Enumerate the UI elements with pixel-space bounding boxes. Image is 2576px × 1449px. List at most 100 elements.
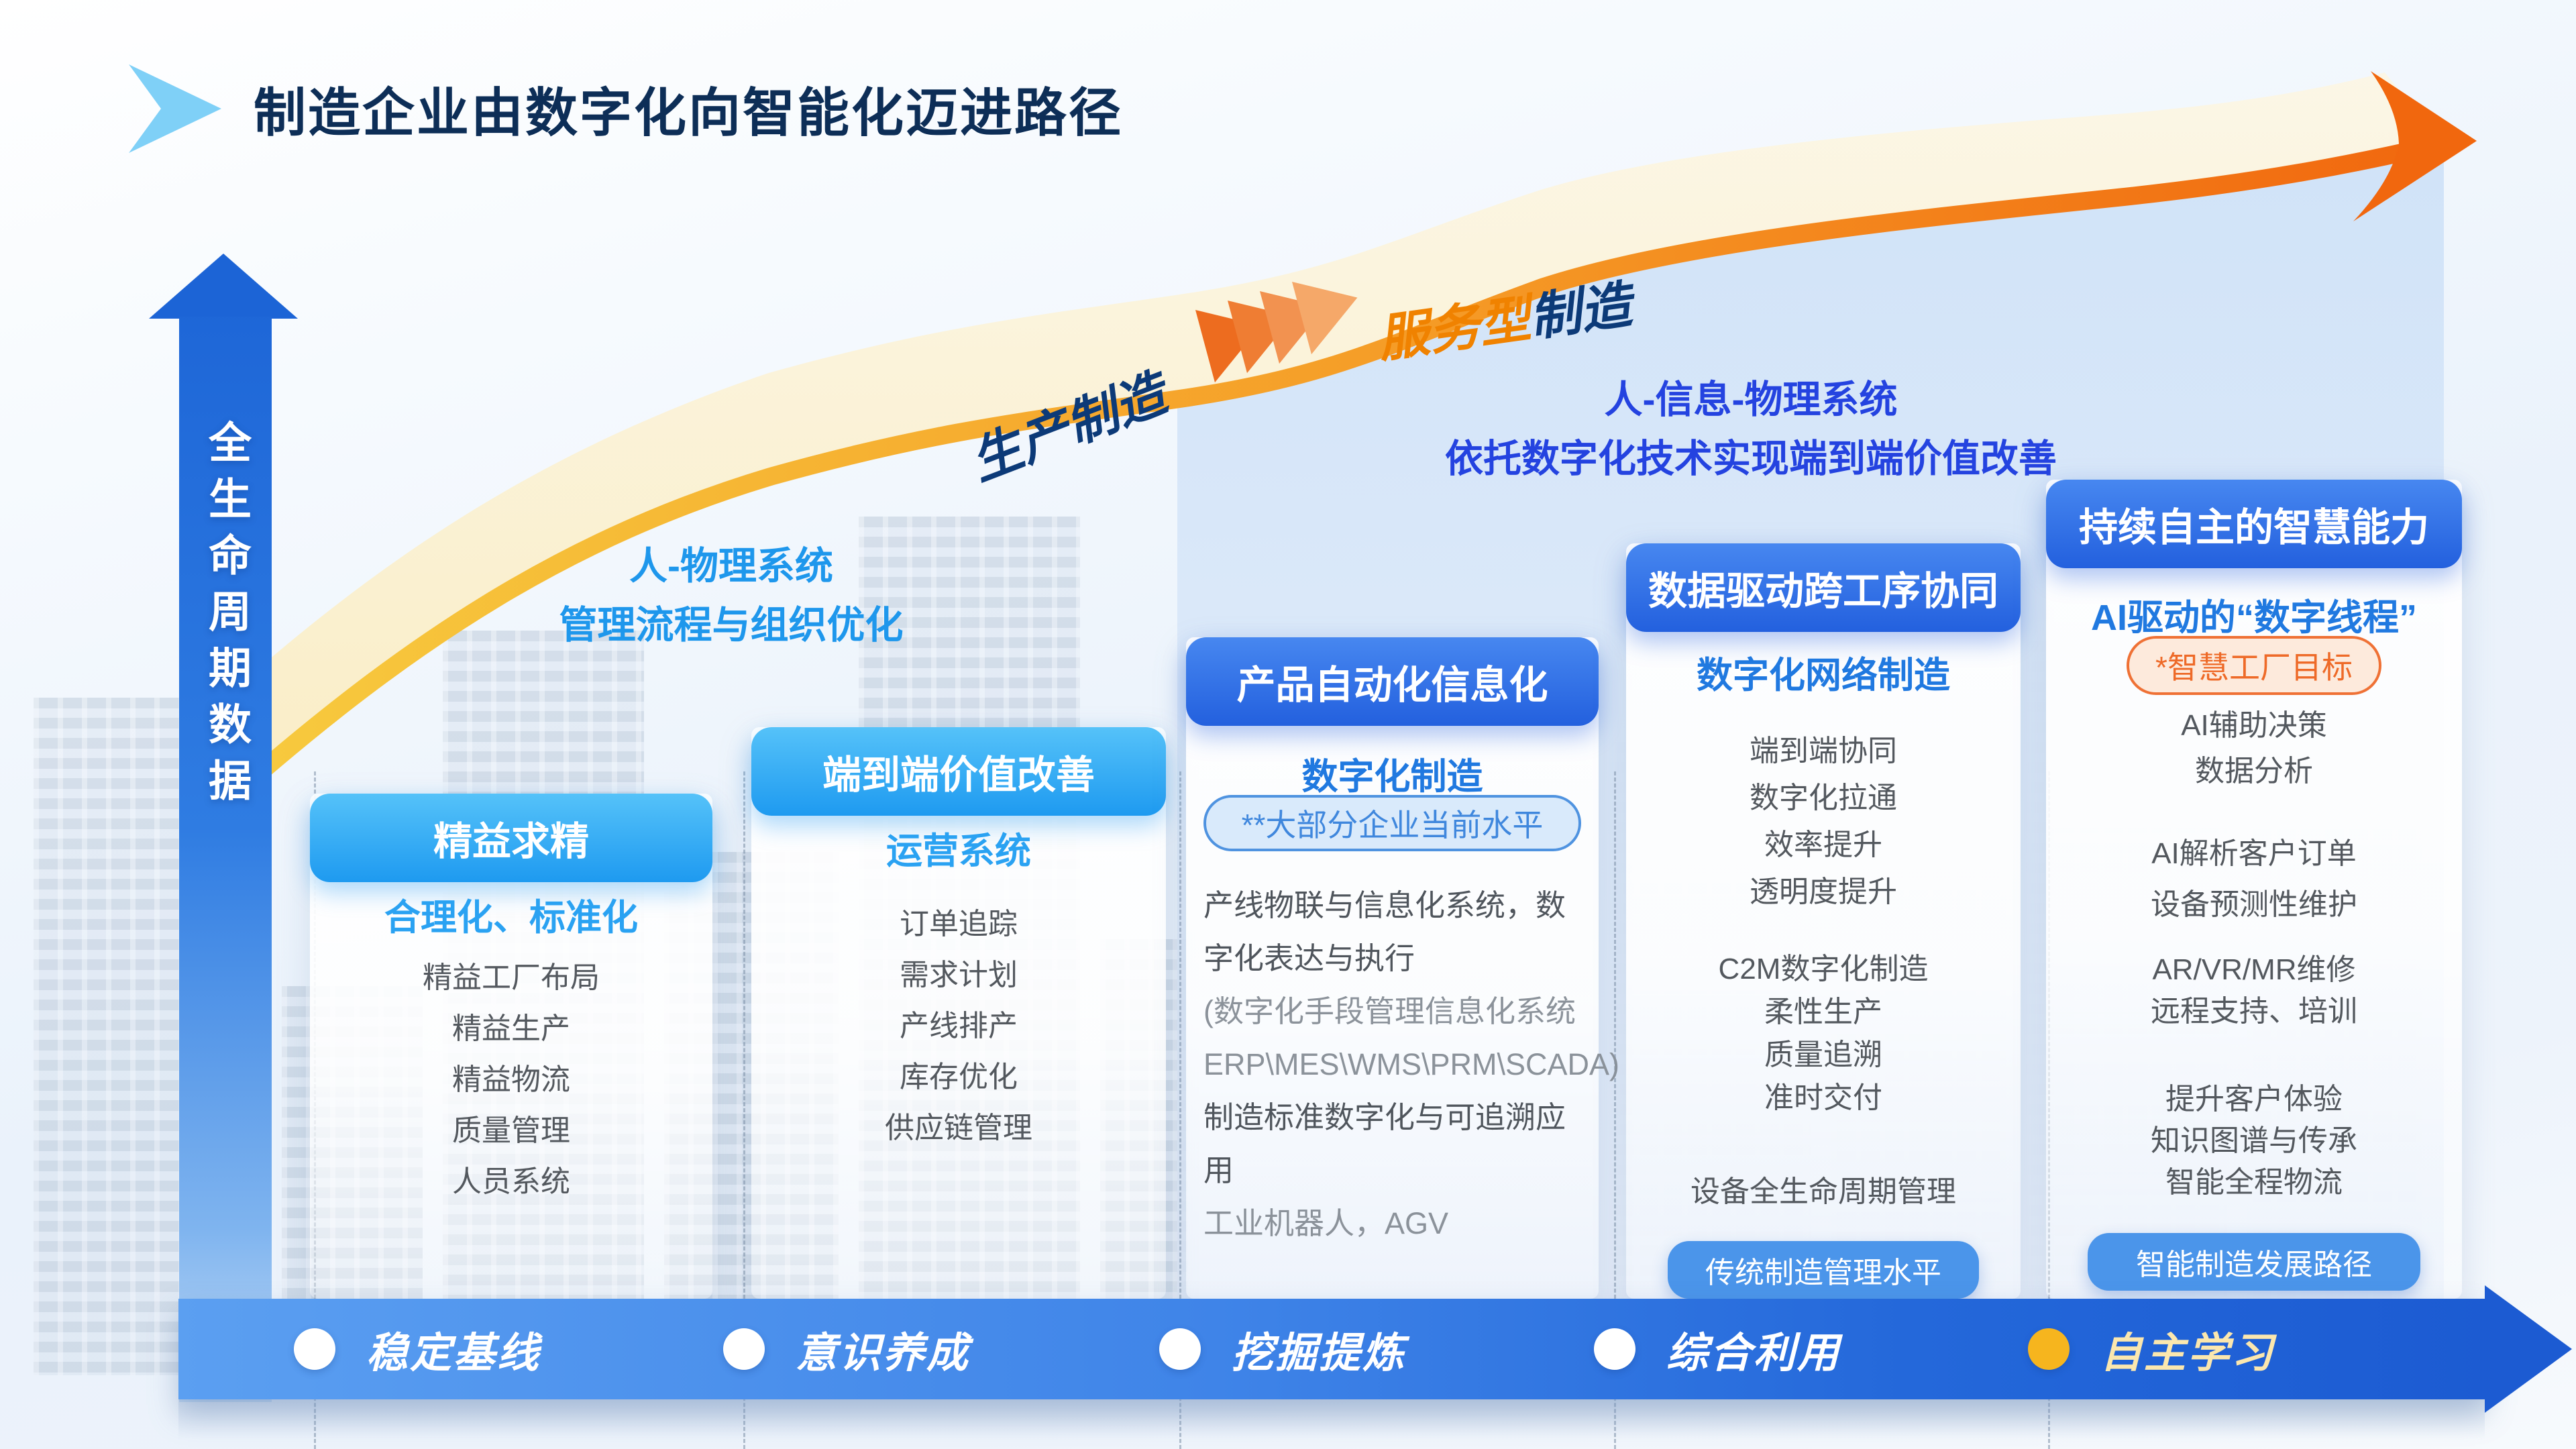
- stage-dot: [294, 1328, 335, 1370]
- list-item: 数字化拉通: [1750, 782, 1897, 814]
- lifecycle-axis-arrow: [149, 254, 298, 1402]
- list-item: 库存优化: [900, 1061, 1018, 1093]
- column-card-automation-informatization: 产品自动化信息化 数字化制造 **大部分企业当前水平 产线物联与信息化系统，数字…: [1186, 637, 1620, 1299]
- list-item: AI解析客户订单: [2151, 837, 2357, 870]
- list-item: AI辅助决策: [2181, 709, 2327, 742]
- separator-line: [1179, 771, 1181, 1449]
- column-items-group: 设备预测性维护: [2046, 884, 2462, 926]
- stage-dot: [1159, 1328, 1201, 1370]
- stage-label: 自主学习: [2100, 1330, 2275, 1377]
- annotation-line: 管理流程与组织优化: [559, 604, 904, 647]
- column-header: 持续自主的智慧能力: [2046, 480, 2462, 568]
- separator-line: [743, 771, 745, 1449]
- current-level-badge: **大部分企业当前水平: [1203, 795, 1581, 851]
- stage-dot-highlighted: [2028, 1328, 2070, 1370]
- list-item: 知识图谱与传承: [2151, 1124, 2357, 1157]
- stage-label: 意识养成: [796, 1330, 971, 1377]
- title-chevron-icon: [129, 64, 221, 153]
- stage-item-2: 意识养成: [723, 1299, 970, 1399]
- column-subtitle: AI驱动的“数字线程”: [2091, 598, 2417, 638]
- column-card-lean: 精益求精 合理化、标准化 精益工厂布局 精益生产 精益物流 质量管理 人员系统: [310, 794, 712, 1299]
- smart-factory-goal-badge: *智慧工厂目标: [2127, 636, 2381, 695]
- list-item: 效率提升: [1764, 828, 1882, 861]
- stage-label: 稳定基线: [366, 1330, 541, 1377]
- list-item: 需求计划: [900, 959, 1018, 991]
- stage-bar-arrow-icon: [2485, 1285, 2572, 1413]
- paragraph: 工业机器人，AGV: [1203, 1206, 1449, 1240]
- list-item: 质量追溯: [1764, 1038, 1882, 1071]
- column-subtitle: 数字化网络制造: [1697, 655, 1950, 696]
- list-item: 设备全生命周期管理: [1690, 1175, 1956, 1208]
- human-physical-annotation: 人-物理系统 管理流程与组织优化: [376, 537, 1087, 655]
- annotation-line: 依托数字化技术实现端到端价值改善: [1445, 437, 2057, 480]
- list-item: 精益工厂布局: [423, 961, 600, 994]
- list-item: 订单追踪: [900, 908, 1018, 941]
- stage-dot: [723, 1328, 765, 1370]
- stage-item-1: 稳定基线: [294, 1299, 541, 1399]
- annotation-line: 人-信息-物理系统: [1604, 378, 1898, 421]
- stage-item-3: 挖掘提炼: [1159, 1299, 1406, 1399]
- column-header: 产品自动化信息化: [1186, 637, 1599, 726]
- stage-bar: [178, 1299, 2485, 1399]
- column-header: 精益求精: [310, 794, 712, 882]
- column-items-group: AR/VR/MR维修 远程支持、培训: [2046, 949, 2462, 1032]
- stage-item-4: 综合利用: [1594, 1299, 1841, 1399]
- column-card-e2e-value: 端到端价值改善 运营系统 订单追踪 需求计划 产线排产 库存优化 供应链管理: [751, 727, 1166, 1299]
- column-subtitle: 合理化、标准化: [384, 898, 638, 938]
- list-item: 智能全程物流: [2165, 1166, 2343, 1199]
- list-item: 数据分析: [2195, 755, 2313, 788]
- list-item: 质量管理: [452, 1114, 570, 1147]
- title-row: 制造企业由数字化向智能化迈进路径: [123, 58, 1123, 160]
- curve-band: [250, 72, 2442, 782]
- paragraph: 产线物联与信息化系统，数字化表达与执行: [1203, 888, 1566, 975]
- column-items: 精益工厂布局 精益生产 精益物流 质量管理 人员系统: [310, 953, 712, 1208]
- column-items: 订单追踪 需求计划 产线排产 库存优化 供应链管理: [751, 899, 1166, 1154]
- paragraph: (数字化手段管理信息化系统ERP\MES\WMS\PRM\SCADA): [1203, 994, 1620, 1081]
- human-cyber-physical-annotation: 人-信息-物理系统 依托数字化技术实现端到端价值改善: [1328, 370, 2174, 488]
- traditional-level-badge: 传统制造管理水平: [1668, 1241, 1979, 1299]
- page-title: 制造企业由数字化向智能化迈进路径: [254, 83, 1124, 142]
- list-item: 透明度提升: [1750, 875, 1897, 908]
- stage-label: 挖掘提炼: [1232, 1330, 1407, 1377]
- annotation-line: 人-物理系统: [629, 545, 833, 588]
- separator-line: [1614, 771, 1616, 1449]
- list-item: 远程支持、培训: [2151, 995, 2357, 1028]
- list-item: 提升客户体验: [2165, 1083, 2343, 1116]
- list-item: 端到端协同: [1750, 735, 1897, 767]
- column-card-autonomous-intelligence: 持续自主的智慧能力 AI驱动的“数字线程” *智慧工厂目标 AI辅助决策 数据分…: [2046, 480, 2462, 1299]
- column-header: 数据驱动跨工序协同: [1626, 543, 2021, 632]
- list-item: 精益生产: [452, 1012, 570, 1045]
- curve-line: [240, 137, 2439, 791]
- list-item: AR/VR/MR维修: [2152, 953, 2356, 986]
- lifecycle-axis-label: 全生命周期数据: [203, 420, 251, 814]
- list-item: 人员系统: [452, 1165, 570, 1198]
- column-subtitle: 运营系统: [886, 831, 1031, 871]
- list-item: 精益物流: [452, 1063, 570, 1096]
- service-label-navy: 制造: [1525, 276, 1635, 347]
- list-item: C2M数字化制造: [1718, 953, 1929, 985]
- curve-arrowhead-icon: [2353, 71, 2477, 221]
- smart-manufacturing-path-badge: 智能制造发展路径: [2088, 1233, 2420, 1291]
- column-items-group: AI辅助决策 数据分析: [2046, 703, 2462, 794]
- paragraph: 制造标准数字化与可追溯应用: [1203, 1100, 1566, 1187]
- stage-dot: [1594, 1328, 1635, 1370]
- column-header: 端到端价值改善: [751, 727, 1166, 816]
- stage-label: 综合利用: [1666, 1330, 1841, 1377]
- column-subtitle: 数字化制造: [1301, 757, 1483, 797]
- column-items-group: 端到端协同 数字化拉通 效率提升 透明度提升: [1626, 728, 2021, 916]
- list-item: 柔性生产: [1764, 996, 1882, 1028]
- stage-item-5: 自主学习: [2028, 1299, 2275, 1399]
- column-items-group: AI解析客户订单: [2046, 833, 2462, 875]
- column-items-group: 提升客户体验 知识图谱与传承 智能全程物流: [2046, 1079, 2462, 1203]
- column-items-group: 设备全生命周期管理: [1626, 1171, 2021, 1214]
- list-item: 设备预测性维护: [2151, 888, 2357, 921]
- column-card-data-driven: 数据驱动跨工序协同 数字化网络制造 端到端协同 数字化拉通 效率提升 透明度提升…: [1626, 543, 2021, 1299]
- list-item: 产线排产: [900, 1010, 1018, 1042]
- chevron-icons: [1195, 282, 1358, 383]
- list-item: 供应链管理: [885, 1112, 1032, 1144]
- column-items-group: C2M数字化制造 柔性生产 质量追溯 准时交付: [1626, 948, 2021, 1120]
- column-paragraphs: 产线物联与信息化系统，数字化表达与执行 (数字化手段管理信息化系统ERP\MES…: [1203, 879, 1620, 1250]
- stage-bar-reflection: [178, 1399, 2485, 1440]
- list-item: 准时交付: [1764, 1081, 1882, 1114]
